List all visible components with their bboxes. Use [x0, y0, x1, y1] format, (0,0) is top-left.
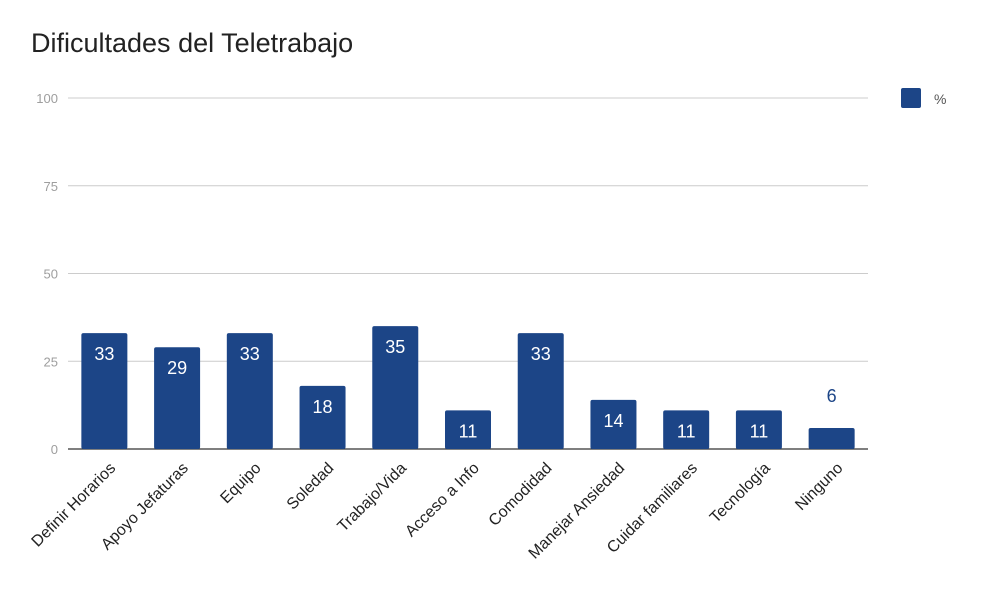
data-label: 14	[603, 411, 623, 431]
data-label: 33	[531, 344, 551, 364]
y-tick-label: 0	[51, 442, 58, 457]
data-label: 35	[385, 337, 405, 357]
x-category-label: Comodidad	[486, 460, 556, 530]
data-label: 6	[827, 386, 837, 406]
bar	[590, 399, 637, 449]
data-label: 11	[677, 421, 696, 441]
x-category-label: Trabajo/Vida	[335, 460, 411, 536]
legend-swatch	[901, 88, 921, 108]
bar	[81, 333, 128, 449]
data-label: 11	[459, 421, 478, 441]
data-label: 33	[240, 344, 260, 364]
bar	[372, 326, 419, 449]
bar	[517, 333, 564, 449]
x-category-label: Ninguno	[792, 460, 846, 514]
y-tick-label: 25	[44, 354, 58, 369]
x-category-label: Acceso a Info	[402, 460, 483, 541]
y-tick-label: 100	[36, 91, 58, 106]
x-category-label: Equipo	[217, 460, 264, 507]
y-tick-label: 75	[44, 179, 58, 194]
data-label: 11	[750, 421, 769, 441]
bar	[299, 385, 346, 449]
x-category-label: Soledad	[284, 460, 338, 514]
data-label: 29	[167, 358, 187, 378]
legend-label: %	[934, 91, 946, 107]
bar	[808, 427, 855, 449]
bar	[226, 333, 273, 449]
data-label: 33	[94, 344, 114, 364]
y-tick-label: 50	[44, 267, 58, 282]
bar	[154, 347, 201, 449]
bar	[445, 410, 491, 449]
data-label: 18	[313, 397, 333, 417]
x-category-label: Tecnología	[707, 460, 774, 527]
chart-title: Dificultades del Teletrabajo	[31, 28, 354, 58]
bar	[735, 410, 782, 449]
bar	[663, 410, 710, 449]
legend: %	[901, 88, 946, 108]
